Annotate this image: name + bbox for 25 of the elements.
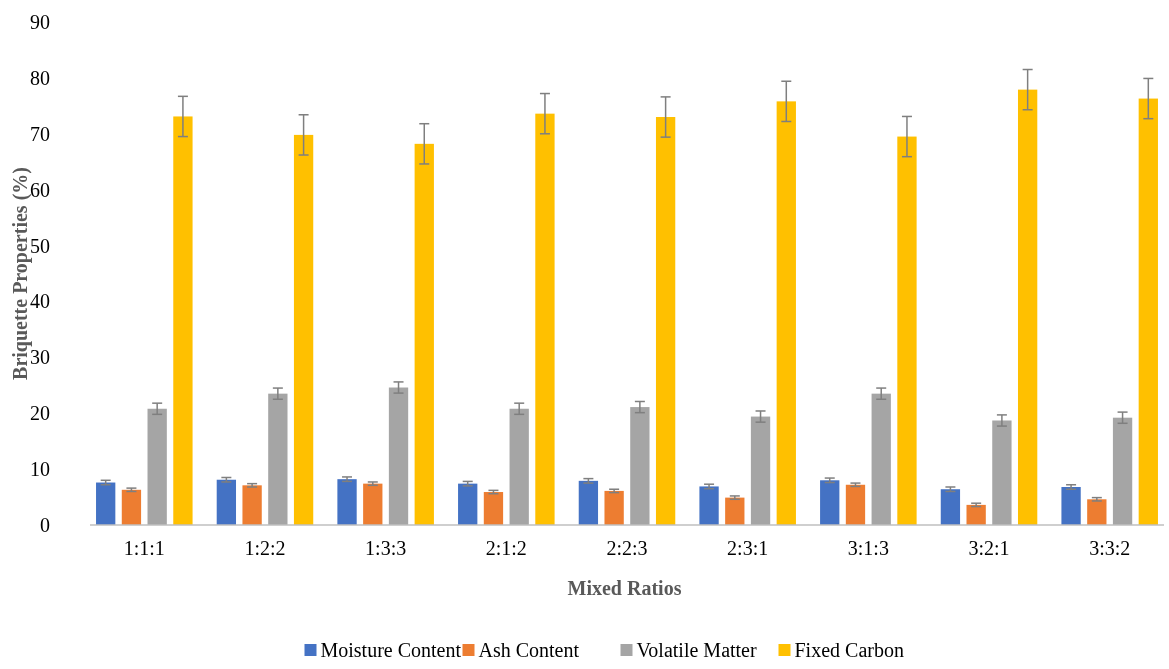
y-tick-label: 60 [30,178,50,201]
x-tick-label: 1:1:1 [123,537,165,559]
x-tick-label: 1:3:3 [365,537,407,559]
x-tick-label: 2:2:3 [606,537,648,559]
y-axis-title: Briquette Properties (%) [9,167,32,380]
y-tick-label: 50 [30,234,50,257]
y-tick-label: 80 [30,66,50,89]
x-tick-label: 1:2:2 [244,537,286,559]
y-tick-label: 40 [30,290,50,313]
x-tick-label: 2:1:2 [485,537,527,559]
y-tick-label: 0 [40,514,50,536]
legend-label: Volatile Matter [636,639,757,661]
legend-label: Fixed Carbon [794,639,904,661]
y-tick-label: 20 [30,402,50,425]
x-tick-label: 3:1:3 [847,537,889,559]
legend-label: Moisture Content [320,639,462,661]
y-tick-label: 90 [30,11,50,33]
x-tick-label: 3:3:2 [1089,537,1131,559]
x-tick-label: 2:3:1 [727,537,769,559]
x-axis-title: Mixed Ratios [567,577,682,599]
legend-label: Ash Content [478,639,580,661]
x-tick-label: 3:2:1 [968,537,1010,559]
y-tick-label: 30 [30,346,50,369]
y-tick-label: 10 [30,458,50,481]
y-tick-label: 70 [30,122,50,145]
